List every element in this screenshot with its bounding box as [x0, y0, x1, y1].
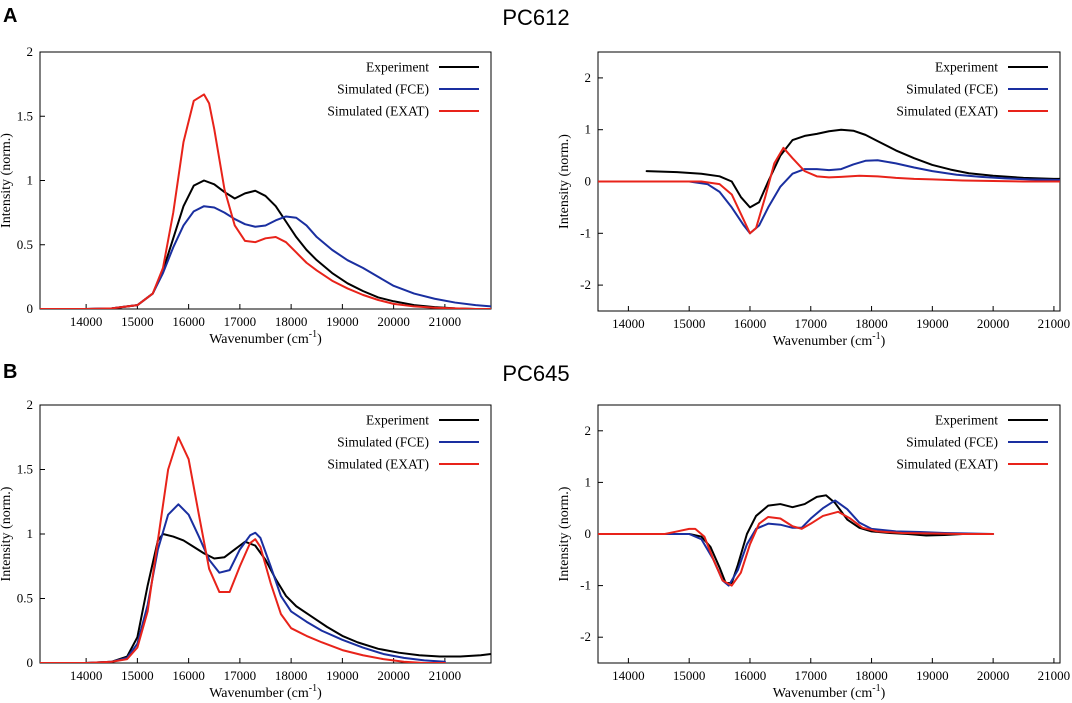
legend-label: Simulated (EXAT)	[896, 457, 998, 472]
y-tick-label: 0	[27, 301, 34, 316]
y-tick-label: 0	[27, 655, 34, 670]
x-axis-label: Wavenumber (cm-1)	[773, 331, 886, 349]
x-tick-label: 17000	[224, 668, 257, 683]
y-tick-label: 2	[585, 423, 592, 438]
chart-b-cd: 14000 15000 16000 17000 18000 19000 20000 21000…	[557, 404, 1071, 701]
legend-label: Simulated (FCE)	[337, 82, 429, 97]
x-tick-label: 14000	[70, 314, 103, 329]
x-tick-label: 18000	[855, 668, 888, 683]
series-line-experiment	[651, 494, 989, 585]
y-tick-label: 1	[27, 526, 34, 541]
x-tick-label: 17000	[795, 668, 828, 683]
x-tick-label: 15000	[121, 668, 154, 683]
x-tick-label: 14000	[612, 668, 645, 683]
x-tick-label: 14000	[70, 668, 103, 683]
series-line-simulated-fce	[598, 159, 1060, 235]
y-tick-label: 1	[27, 173, 34, 188]
x-tick-label: 14000	[612, 316, 645, 331]
x-tick-label: 20000	[977, 668, 1010, 683]
y-tick-label: 0	[585, 174, 592, 189]
x-tick-label: 16000	[734, 668, 767, 683]
y-tick-label: 2	[585, 70, 592, 85]
y-axis-label: Intensity (norm.)	[557, 134, 572, 229]
y-axis-label: Intensity (norm.)	[0, 133, 14, 228]
series-line-simulated-fce	[40, 205, 491, 309]
x-tick-label: 18000	[855, 316, 888, 331]
legend-label: Simulated (EXAT)	[896, 104, 998, 119]
x-tick-label: 19000	[326, 314, 359, 329]
x-tick-label: 15000	[673, 668, 706, 683]
x-tick-label: 17000	[224, 314, 257, 329]
legend-label: Simulated (FCE)	[906, 82, 998, 97]
x-tick-label: 16000	[172, 314, 205, 329]
x-tick-label: 15000	[121, 314, 154, 329]
y-tick-label: 0.5	[17, 237, 33, 252]
x-tick-label: 16000	[172, 668, 205, 683]
y-tick-label: -2	[580, 277, 591, 292]
x-tick-label: 21000	[1038, 668, 1071, 683]
x-tick-label: 21000	[429, 314, 462, 329]
legend-label: Simulated (EXAT)	[327, 457, 429, 472]
x-tick-label: 20000	[977, 316, 1010, 331]
series-line-simulated-exat	[598, 146, 1060, 235]
series-line-simulated-fce	[598, 499, 995, 587]
legend-label: Simulated (EXAT)	[327, 104, 429, 119]
x-tick-label: 16000	[734, 316, 767, 331]
panel-a-title: PC612	[502, 5, 569, 30]
series-line-experiment	[40, 179, 491, 309]
x-tick-label: 17000	[795, 316, 828, 331]
chart-a-absorption: 14000 15000 16000 17000 18000 19000 20000 21000…	[0, 44, 492, 347]
x-tick-label: 19000	[326, 668, 359, 683]
series-line-simulated-fce	[40, 503, 446, 663]
x-tick-label: 15000	[673, 316, 706, 331]
x-tick-label: 18000	[275, 314, 308, 329]
legend-label: Experiment	[366, 60, 429, 75]
legend-label: Experiment	[935, 413, 998, 428]
x-tick-label: 18000	[275, 668, 308, 683]
x-tick-label: 19000	[916, 316, 949, 331]
chart-a-cd: 14000 15000 16000 17000 18000 19000 20000 21000…	[557, 51, 1071, 349]
panel-b-title: PC645	[502, 361, 569, 386]
series-line-experiment	[645, 128, 1060, 209]
y-tick-label: -1	[580, 225, 591, 240]
x-tick-label: 20000	[377, 314, 410, 329]
y-axis-label: Intensity (norm.)	[557, 486, 572, 581]
y-tick-label: 2	[27, 44, 34, 59]
series-line-simulated-exat	[40, 93, 491, 309]
y-tick-label: 2	[27, 397, 34, 412]
y-tick-label: 0.5	[17, 591, 33, 606]
x-tick-label: 19000	[916, 668, 949, 683]
panel-b-letter: B	[3, 361, 17, 383]
y-tick-label: 1	[585, 474, 592, 489]
y-axis-label: Intensity (norm.)	[0, 486, 14, 581]
y-tick-label: 0	[585, 526, 592, 541]
legend-label: Simulated (FCE)	[337, 435, 429, 450]
x-tick-label: 20000	[377, 668, 410, 683]
chart-b-absorption: 14000 15000 16000 17000 18000 19000 20000 21000…	[0, 397, 492, 701]
panel-a-letter: A	[3, 5, 17, 27]
x-tick-label: 21000	[429, 668, 462, 683]
y-tick-label: 1.5	[17, 462, 33, 477]
y-tick-label: -1	[580, 578, 591, 593]
y-tick-label: 1.5	[17, 108, 33, 123]
legend-label: Experiment	[366, 413, 429, 428]
series-line-simulated-exat	[40, 436, 446, 663]
x-tick-label: 21000	[1038, 316, 1071, 331]
series-line-simulated-exat	[598, 510, 995, 587]
x-axis-label: Wavenumber (cm-1)	[209, 683, 322, 701]
x-axis-label: Wavenumber (cm-1)	[209, 329, 322, 347]
x-axis-label: Wavenumber (cm-1)	[773, 683, 886, 701]
y-tick-label: 1	[585, 122, 592, 137]
legend-label: Simulated (FCE)	[906, 435, 998, 450]
y-tick-label: -2	[580, 629, 591, 644]
legend-label: Experiment	[935, 60, 998, 75]
